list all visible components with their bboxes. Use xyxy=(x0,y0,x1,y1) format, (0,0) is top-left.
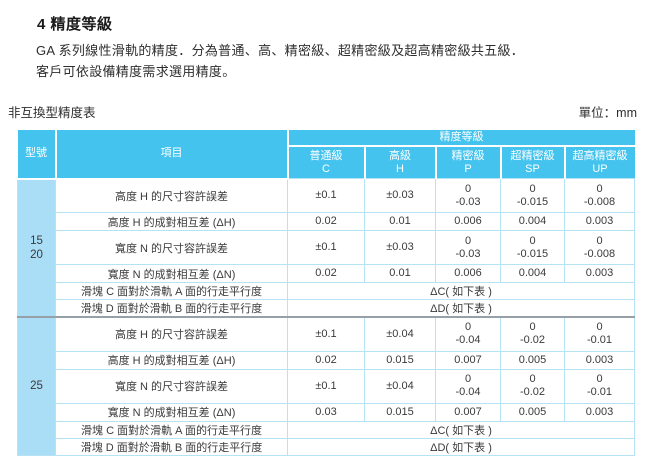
value-cell: 0.02 xyxy=(287,264,365,283)
item-cell: 寬度 N 的尺寸容許誤差 xyxy=(55,368,288,404)
header-grade-p: 精密級 P xyxy=(434,145,502,179)
value-cell: ±0.1 xyxy=(287,368,365,404)
item-cell: 寬度 N 的尺寸容許誤差 xyxy=(55,230,288,265)
table-row: 滑塊 C 面對於滑軌 A 面的行走平行度 ΔC( 如下表 ) xyxy=(18,282,635,300)
value-cell: 0.003 xyxy=(564,212,635,231)
grade-code: UP xyxy=(592,162,608,175)
header-grade-h: 高級 H xyxy=(363,145,437,179)
table-row: 寬度 N 的尺寸容許誤差 ±0.1 ±0.03 0 -0.03 0 -0.015 0 -0… xyxy=(18,230,635,265)
value-cell: 0 -0.01 xyxy=(564,316,635,352)
table-row: 寬度 N 的成對相互差 (ΔN) 0.03 0.015 0.007 0.005 0.003 xyxy=(18,402,635,422)
header-item: 項目 xyxy=(54,130,289,180)
value-cell: 0.006 xyxy=(435,212,501,231)
table-row: 高度 H 的成對相互差 (ΔH) 0.02 0.015 0.007 0.005 0.003 xyxy=(18,350,635,370)
header-model: 型號 xyxy=(17,130,57,180)
value-cell: 0.005 xyxy=(500,402,565,422)
table-row: 15 20 高度 H 的尺寸容許誤差 ±0.1 ±0.03 0 -0.03 0 -0.01… xyxy=(17,178,635,318)
item-cell: 寬度 N 的成對相互差 (ΔN) xyxy=(55,402,288,422)
value-cell: 0.007 xyxy=(435,402,501,422)
table-row: 滑塊 C 面對於滑軌 A 面的行走平行度 ΔC( 如下表 ) xyxy=(18,420,635,439)
intro-line-2: 客戶可依設備精度需求選用精度。 xyxy=(36,64,236,79)
value-cell: 0 -0.03 xyxy=(435,178,501,213)
value-cell: ±0.04 xyxy=(364,368,436,404)
intro-paragraph: GA 系列線性滑軌的精度．分為普通、高、精密級、超精密級及超高精密級共五級． 客… xyxy=(36,40,616,82)
value-cell: 0.01 xyxy=(364,264,436,283)
header-grade-group: 精度等級 xyxy=(286,130,635,147)
value-cell: 0 -0.03 xyxy=(435,230,501,265)
grade-code: P xyxy=(464,162,472,175)
header-grade-up: 超高精密級 UP xyxy=(563,145,635,179)
item-cell: 寬度 N 的成對相互差 (ΔN) xyxy=(55,264,288,283)
value-cell: 0.006 xyxy=(435,264,501,283)
header-grade-sp: 超精密級 SP xyxy=(499,145,566,179)
table-row: 滑塊 D 面對於滑軌 B 面的行走平行度 ΔD( 如下表 ) xyxy=(18,299,635,318)
grade-name: 精密級 xyxy=(451,149,485,162)
value-cell: 0.007 xyxy=(435,350,501,370)
value-cell: 0.02 xyxy=(287,212,365,231)
value-cell: 0.003 xyxy=(564,402,635,422)
item-cell: 滑塊 C 面對於滑軌 A 面的行走平行度 xyxy=(55,282,288,300)
value-cell: 0.015 xyxy=(364,350,436,370)
parallelism-value-cell: ΔC( 如下表 ) xyxy=(287,282,635,300)
caption-row: 非互換型精度表 單位：mm xyxy=(8,102,637,121)
intro-line-1: GA 系列線性滑軌的精度．分為普通、高、精密級、超精密級及超高精密級共五級． xyxy=(36,43,525,58)
value-cell: ±0.1 xyxy=(287,178,365,213)
grade-name: 高級 xyxy=(389,149,411,162)
value-cell: 0 -0.04 xyxy=(435,316,501,352)
value-cell: ±0.1 xyxy=(287,230,365,265)
item-cell: 高度 H 的尺寸容許誤差 xyxy=(55,178,288,213)
value-cell: 0 -0.01 xyxy=(564,368,635,404)
page-title: 4 精度等級 xyxy=(37,16,113,33)
table-row: 高度 H 的成對相互差 (ΔH) 0.02 0.01 0.006 0.004 0.003 xyxy=(18,212,635,231)
precision-table: 型號 項目 精度等級 普通級 C 高級 H 精密級 P 超精密級 SP 超高精密… xyxy=(17,130,635,456)
parallelism-value-cell: ΔD( 如下表 ) xyxy=(287,437,635,456)
value-cell: 0 -0.008 xyxy=(564,230,635,265)
item-cell: 滑塊 C 面對於滑軌 A 面的行走平行度 xyxy=(55,420,288,439)
grade-code: SP xyxy=(525,162,540,175)
table-row: 寬度 N 的成對相互差 (ΔN) 0.02 0.01 0.006 0.004 0.003 xyxy=(18,264,635,283)
grade-name: 超精密級 xyxy=(510,149,555,162)
value-cell: 0.004 xyxy=(500,264,565,283)
value-cell: 0.02 xyxy=(287,350,365,370)
value-cell: ±0.03 xyxy=(364,178,436,213)
parallelism-value-cell: ΔD( 如下表 ) xyxy=(287,299,635,318)
grade-code: H xyxy=(396,162,404,175)
table-body: 15 20 高度 H 的尺寸容許誤差 ±0.1 ±0.03 0 -0.03 0 -0.01… xyxy=(17,178,635,456)
value-cell: 0 -0.02 xyxy=(500,316,565,352)
value-cell: ±0.03 xyxy=(364,230,436,265)
model-cell: 25 xyxy=(17,316,56,456)
value-cell: 0.003 xyxy=(564,264,635,283)
header-grade-c: 普通級 C xyxy=(286,145,366,179)
table-row: 寬度 N 的尺寸容許誤差 ±0.1 ±0.04 0 -0.04 0 -0.02 0 -0.… xyxy=(18,368,635,404)
value-cell: 0.01 xyxy=(364,212,436,231)
value-cell: 0.004 xyxy=(500,212,565,231)
item-cell: 高度 H 的成對相互差 (ΔH) xyxy=(55,212,288,231)
grade-code: C xyxy=(322,162,330,175)
value-cell: 0 -0.02 xyxy=(500,368,565,404)
item-cell: 滑塊 D 面對於滑軌 B 面的行走平行度 xyxy=(55,299,288,318)
value-cell: 0.015 xyxy=(364,402,436,422)
table-row: 滑塊 D 面對於滑軌 B 面的行走平行度 ΔD( 如下表 ) xyxy=(18,437,635,456)
item-cell: 高度 H 的尺寸容許誤差 xyxy=(55,316,288,352)
parallelism-value-cell: ΔC( 如下表 ) xyxy=(287,420,635,439)
item-cell: 滑塊 D 面對於滑軌 B 面的行走平行度 xyxy=(55,437,288,456)
unit-label: 單位：mm xyxy=(578,106,637,120)
grade-name: 普通級 xyxy=(309,149,343,162)
value-cell: ±0.1 xyxy=(287,316,365,352)
model-cell: 15 20 xyxy=(17,178,56,318)
value-cell: 0 -0.015 xyxy=(500,230,565,265)
value-cell: 0 -0.008 xyxy=(564,178,635,213)
value-cell: 0 -0.015 xyxy=(500,178,565,213)
value-cell: ±0.04 xyxy=(364,316,436,352)
item-cell: 高度 H 的成對相互差 (ΔH) xyxy=(55,350,288,370)
value-cell: 0.003 xyxy=(564,350,635,370)
value-cell: 0.03 xyxy=(287,402,365,422)
value-cell: 0.005 xyxy=(500,350,565,370)
table-caption: 非互換型精度表 xyxy=(8,106,96,120)
grade-name: 超高精密級 xyxy=(572,149,628,162)
value-cell: 0 -0.04 xyxy=(435,368,501,404)
table-row: 25 高度 H 的尺寸容許誤差 ±0.1 ±0.04 0 -0.04 0 -0.02 0 -… xyxy=(17,316,635,456)
table-header: 型號 項目 精度等級 普通級 C 高級 H 精密級 P 超精密級 SP 超高精密… xyxy=(17,130,635,180)
